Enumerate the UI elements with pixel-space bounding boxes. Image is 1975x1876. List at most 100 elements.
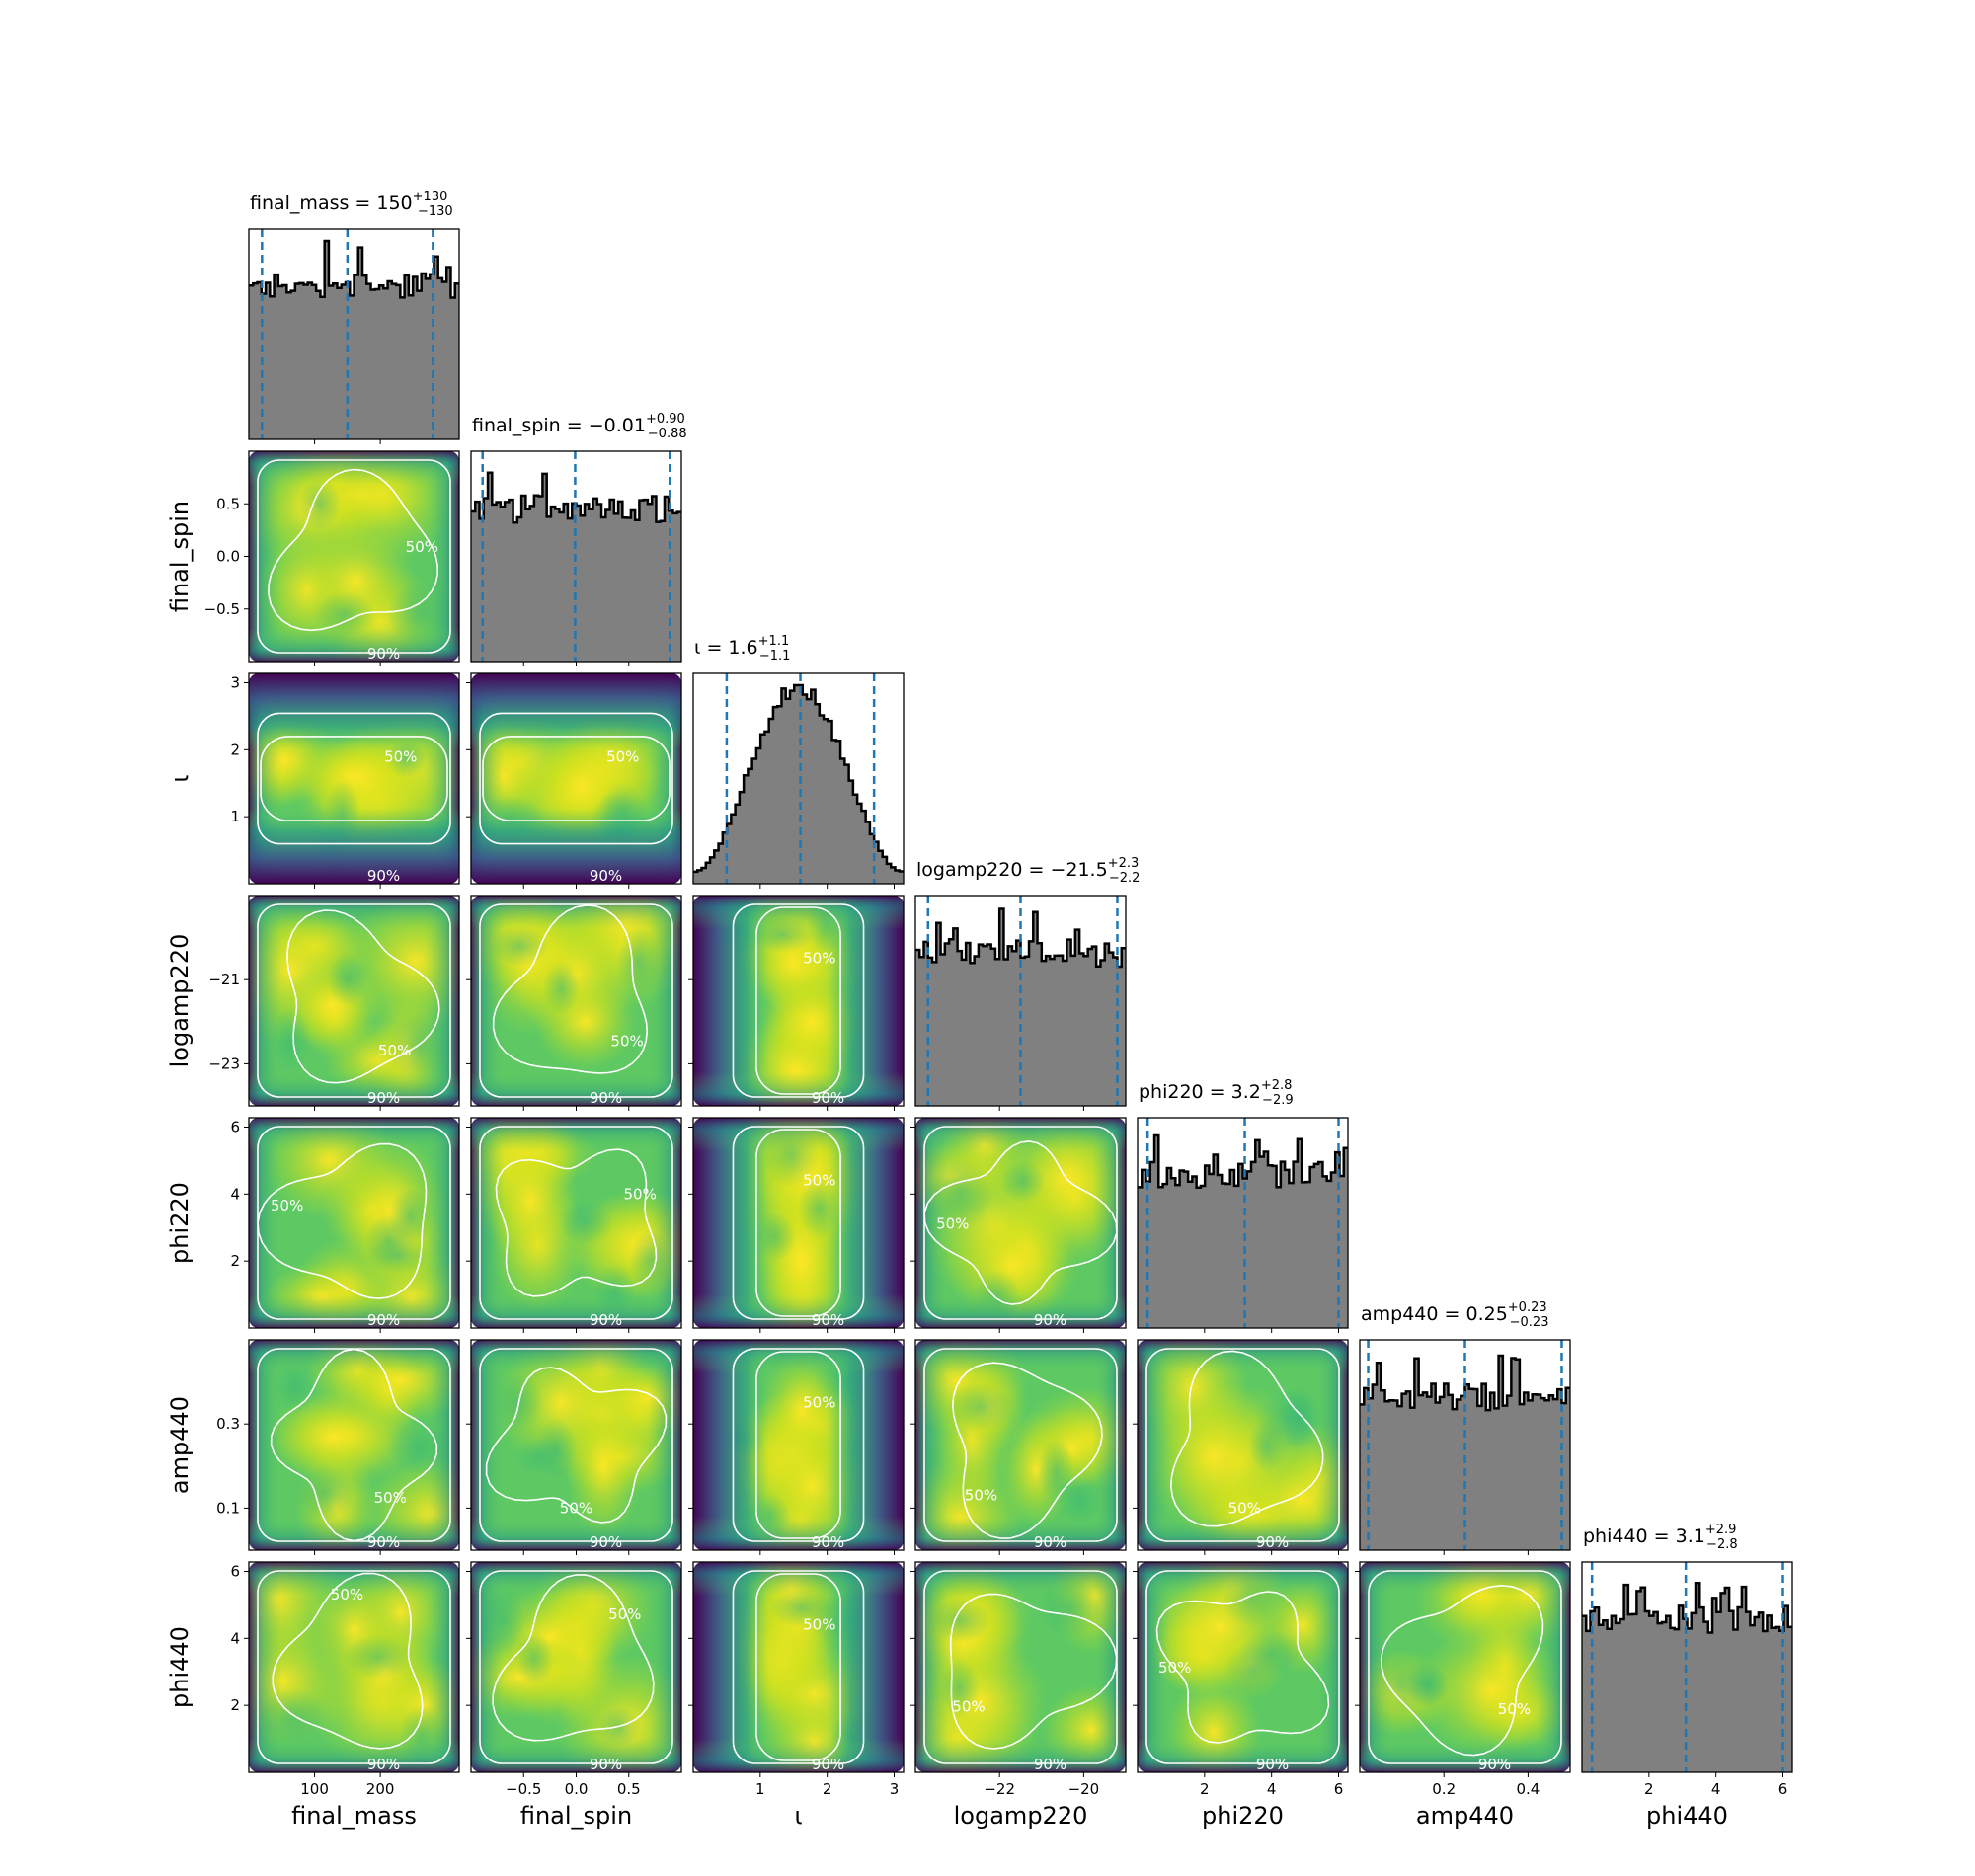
histogram-panel-phi440: phi440 = 3.1+2.9 −2.8 2 4 6 phi440 — [1581, 1523, 1793, 1830]
density-edge — [693, 1118, 904, 1328]
contour-label-90: 90% — [812, 1311, 844, 1329]
contour-50 — [755, 1573, 841, 1761]
density-edge — [471, 896, 681, 1106]
contour-50 — [755, 1351, 841, 1539]
panel-frame — [1137, 1561, 1349, 1773]
density-panel-final_spin-vs-phi440: 50% 90% −0.5 0.0 0.5 final_spin — [466, 1561, 682, 1830]
contour-50 — [260, 736, 448, 821]
contour-90 — [257, 903, 451, 1098]
density-edge — [693, 1340, 904, 1550]
contour-90 — [732, 903, 865, 1098]
contour-label-90: 90% — [812, 1533, 844, 1551]
density-panel-final_mass-vs-final_spin: 50% 90% 0.5 0.0 −0.5 final_spin — [166, 450, 460, 666]
contour-50 — [1380, 1584, 1544, 1757]
y-tick-label: 0.5 — [216, 495, 240, 512]
histogram-bars — [249, 241, 459, 439]
y-tick-label: 1 — [230, 808, 240, 825]
density-panel-final_mass-vs-phi440: 50% 90% 100 200 final_mass 6 4 2 phi440 — [166, 1561, 460, 1830]
contour-50 — [286, 909, 440, 1084]
contour-90 — [257, 712, 451, 845]
density-panel-ι-vs-phi220: 50% 90% — [688, 1117, 905, 1333]
contour-label-50: 50% — [608, 1605, 641, 1623]
y-tick-label: 2 — [230, 1252, 240, 1270]
contour-50 — [755, 1129, 841, 1317]
density-panel-final_mass-vs-ι: 50% 90% 3 2 1 ι — [166, 672, 460, 889]
contour-50 — [268, 468, 439, 632]
x-axis-label: final_mass — [291, 1802, 417, 1830]
contour-label-50: 50% — [331, 1586, 363, 1603]
contour-90 — [923, 1348, 1118, 1542]
contour-label-50: 50% — [803, 1394, 835, 1412]
x-axis-label: ι — [794, 1802, 802, 1830]
histogram-panel-ι: ι = 1.6+1.1 −1.1 — [692, 634, 905, 889]
panel-frame — [692, 672, 905, 885]
panel-frame — [692, 1339, 905, 1551]
contour-label-50: 50% — [952, 1697, 985, 1715]
contour-90 — [257, 1570, 451, 1764]
x-axis-label: logamp220 — [954, 1802, 1088, 1830]
contour-50 — [1155, 1591, 1330, 1744]
density-edge — [915, 1340, 1126, 1550]
y-tick-label: 3 — [230, 673, 240, 691]
contour-50 — [923, 1140, 1118, 1305]
histogram-panel-final_spin: final_spin = −0.01+0.90 −0.88 — [470, 412, 687, 666]
x-tick-label: 3 — [890, 1780, 900, 1798]
y-tick-label: 0.3 — [216, 1415, 240, 1433]
contour-50 — [482, 736, 671, 821]
contour-label-90: 90% — [367, 1533, 400, 1551]
histogram-title-final_mass: final_mass = 150+130 −130 — [250, 190, 453, 219]
histogram-bars — [1582, 1583, 1792, 1772]
contour-label-90: 90% — [367, 645, 400, 663]
contour-50 — [1169, 1350, 1324, 1527]
panel-frame — [248, 1117, 460, 1329]
contour-90 — [479, 903, 673, 1098]
panel-frame — [1137, 1117, 1349, 1329]
x-tick-label: 0.4 — [1516, 1780, 1540, 1798]
panel-frame — [914, 1117, 1127, 1329]
panel-frame — [248, 1561, 460, 1773]
contour-50 — [495, 1148, 658, 1297]
contour-label-50: 50% — [271, 1197, 303, 1214]
contour-90 — [1368, 1570, 1562, 1764]
panel-frame — [248, 1339, 460, 1551]
contour-90 — [479, 712, 673, 845]
contour-label-50: 50% — [1158, 1659, 1191, 1677]
panel-frame — [692, 1561, 905, 1773]
histogram-bars — [1138, 1134, 1348, 1328]
contour-label-90: 90% — [367, 1311, 400, 1329]
x-tick-label: 1 — [755, 1780, 765, 1798]
contour-label-90: 90% — [590, 1756, 622, 1773]
histogram-title-phi220: phi220 = 3.2+2.8 −2.9 — [1139, 1078, 1294, 1108]
histogram-title-logamp220: logamp220 = −21.5+2.3 −2.2 — [916, 856, 1140, 886]
histogram-outline — [1582, 1581, 1792, 1634]
y-axis-label: phi440 — [166, 1626, 194, 1708]
contour-90 — [1146, 1348, 1340, 1542]
y-axis-label: ι — [166, 774, 194, 782]
panel-frame — [248, 672, 460, 885]
density-panel-logamp220-vs-amp440: 50% 90% — [910, 1339, 1127, 1555]
contour-50 — [492, 904, 649, 1074]
panel-frame — [1581, 1561, 1793, 1773]
y-tick-label: 4 — [230, 1629, 240, 1647]
contour-label-50: 50% — [936, 1214, 969, 1232]
contour-label-90: 90% — [812, 1756, 844, 1773]
density-edge — [1138, 1340, 1348, 1550]
y-tick-label: 2 — [230, 741, 240, 758]
x-tick-label: 100 — [300, 1780, 329, 1798]
contour-label-50: 50% — [406, 538, 438, 556]
histogram-bars — [1360, 1356, 1570, 1550]
x-tick-label: 2 — [1200, 1780, 1210, 1798]
histogram-panel-phi220: phi220 = 3.2+2.8 −2.9 — [1137, 1078, 1349, 1333]
contour-label-50: 50% — [378, 1042, 411, 1059]
density-panel-final_mass-vs-amp440: 50% 90% 0.3 0.1 amp440 — [166, 1339, 460, 1555]
histogram-title-final_spin: final_spin = −0.01+0.90 −0.88 — [472, 412, 687, 441]
panel-frame — [248, 895, 460, 1107]
contour-label-50: 50% — [1228, 1499, 1261, 1517]
histogram-outline — [693, 683, 904, 874]
x-tick-label: 4 — [1267, 1780, 1277, 1798]
density-panel-phi220-vs-phi440: 50% 90% 2 4 6 phi220 — [1133, 1561, 1349, 1830]
contour-50 — [949, 1593, 1118, 1750]
contour-50 — [272, 1572, 424, 1750]
contour-label-50: 50% — [610, 1032, 643, 1050]
density-edge — [693, 1562, 904, 1772]
